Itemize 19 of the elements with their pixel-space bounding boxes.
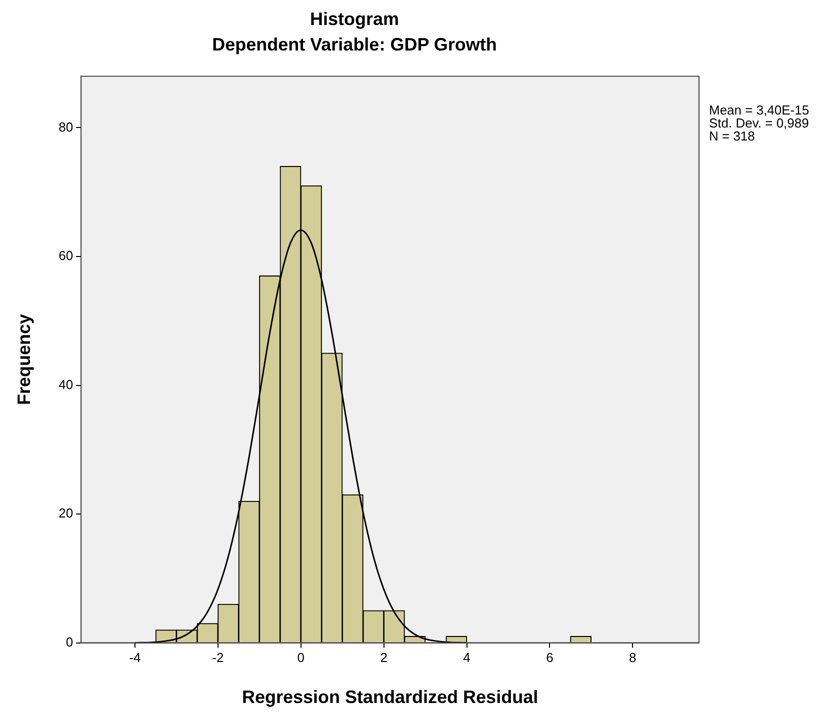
- x-axis-title: Regression Standardized Residual: [242, 687, 538, 708]
- y-tick-label: 0: [66, 634, 74, 650]
- x-tick-label: 4: [463, 650, 470, 666]
- text: Mean = 3,40E-15: [709, 102, 810, 118]
- x-tick-label: -2: [212, 650, 224, 666]
- text: Std. Dev. = 0,989: [709, 115, 809, 130]
- text: N = 318: [709, 128, 755, 144]
- x-tick-label: 6: [546, 650, 554, 666]
- x-tick-label: 2: [380, 650, 388, 666]
- x-tick-label: 8: [629, 650, 636, 666]
- chart-subtitle: Dependent Variable: GDP Growth: [212, 34, 497, 54]
- y-tick-label: 80: [58, 119, 74, 134]
- y-tick-label: 40: [58, 376, 74, 392]
- x-tick-label: 0: [297, 650, 304, 666]
- x-tick-label: -4: [129, 650, 141, 666]
- y-axis-title: Frequency: [14, 314, 34, 406]
- y-tick-label: 20: [58, 506, 74, 521]
- y-tick-label: 60: [58, 248, 74, 264]
- chart-title: Histogram: [310, 8, 400, 29]
